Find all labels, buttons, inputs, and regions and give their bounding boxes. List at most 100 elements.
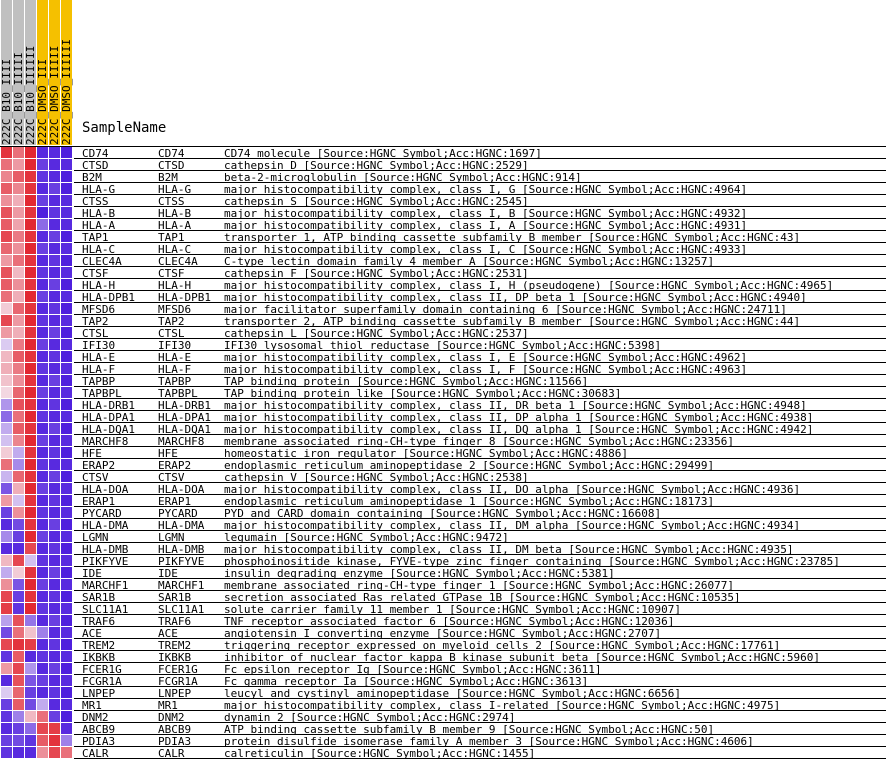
table-row: IFI30 IFI30 IFI30 lysosomal thiol reductas…: [0, 340, 886, 351]
gene-symbol: ERAP1: [158, 495, 192, 508]
heatmap-cell: [25, 363, 36, 374]
heatmap-cell: [37, 279, 48, 290]
table-row: HLA-DOA HLA-DOA major histocompatibility c…: [0, 484, 886, 495]
gene-description: leucyl and cystinyl aminopeptidase [Sour…: [224, 687, 681, 700]
heatmap-cell: [37, 339, 48, 350]
heatmap-cell: [1, 159, 12, 170]
gene-symbol: HLA-DRB1: [158, 399, 211, 412]
gene-id: SAR1B: [82, 591, 116, 604]
gene-id: ERAP1: [82, 495, 116, 508]
heatmap-cell: [37, 651, 48, 662]
grid-line: [74, 698, 886, 699]
gene-id: HLA-B: [82, 207, 116, 220]
table-row: HLA-C HLA-C major histocompatibility compl…: [0, 244, 886, 255]
gene-id: HLA-A: [82, 219, 116, 232]
heatmap-cell: [37, 471, 48, 482]
table-row: FCGR1A FCGR1A Fc gamma receptor Ia [Source…: [0, 676, 886, 687]
heatmap-cell: [13, 315, 24, 326]
heatmap-cell: [61, 663, 72, 674]
gene-description: transporter 2, ATP binding cassette subf…: [224, 315, 801, 328]
heatmap-cell: [61, 387, 72, 398]
gene-description: major histocompatibility complex, class …: [224, 519, 801, 532]
gene-symbol: IDE: [158, 567, 178, 580]
heatmap-cell: [61, 567, 72, 578]
gene-description: membrane associated ring-CH-type finger …: [224, 579, 734, 592]
grid-line: [74, 590, 886, 591]
heatmap-cell: [1, 339, 12, 350]
table-row: ACE ACE angiotensin I converting enzyme [S…: [0, 628, 886, 639]
gene-id: TREM2: [82, 639, 116, 652]
table-row: HLA-DRB1 HLA-DRB1 major histocompatibility…: [0, 400, 886, 411]
heatmap-cell: [25, 327, 36, 338]
heatmap-cell: [1, 423, 12, 434]
gene-description: Fc gamma receptor Ia [Source:HGNC Symbol…: [224, 675, 589, 688]
gene-id: CLEC4A: [82, 255, 122, 268]
heatmap-cell: [13, 675, 24, 686]
heatmap-cell: [61, 399, 72, 410]
heatmap-cell: [25, 243, 36, 254]
heatmap-cell: [49, 675, 60, 686]
gene-description: major histocompatibility complex, class …: [224, 183, 748, 196]
heatmap-cell: [37, 231, 48, 242]
grid-line: [74, 554, 886, 555]
heatmap-cell: [25, 519, 36, 530]
heatmap-cell: [1, 411, 12, 422]
heatmap-cell: [49, 603, 60, 614]
heatmap-cell: [13, 567, 24, 578]
gene-id: PDIA3: [82, 735, 116, 748]
heatmap-cell: [61, 207, 72, 218]
gene-symbol: HLA-DPB1: [158, 291, 211, 304]
heatmap-cell: [25, 351, 36, 362]
gene-symbol: SAR1B: [158, 591, 192, 604]
table-row: HLA-H HLA-H major histocompatibility compl…: [0, 280, 886, 291]
heatmap-cell: [61, 243, 72, 254]
heatmap-cell: [13, 543, 24, 554]
heatmap-cell: [1, 435, 12, 446]
heatmap-cell: [49, 291, 60, 302]
heatmap-cell: [13, 207, 24, 218]
heatmap-cell: [13, 699, 24, 710]
gene-id: IKBKB: [82, 651, 116, 664]
gene-id: LNPEP: [82, 687, 116, 700]
gene-id: FCGR1A: [82, 675, 122, 688]
heatmap-cell: [49, 183, 60, 194]
gene-id: CTSV: [82, 471, 109, 484]
column-header: 222C_B10_IIIIII: [24, 0, 37, 145]
heatmap-cell: [49, 663, 60, 674]
gene-description: dynamin 2 [Source:HGNC Symbol;Acc:HGNC:2…: [224, 711, 516, 724]
heatmap-cell: [1, 327, 12, 338]
heatmap-cell: [25, 555, 36, 566]
heatmap-cell: [61, 255, 72, 266]
heatmap-cell: [25, 231, 36, 242]
heatmap-cell: [49, 243, 60, 254]
table-row: IKBKB IKBKB inhibitor of nuclear factor ka…: [0, 652, 886, 663]
heatmap-cell: [13, 195, 24, 206]
heatmap-cell: [49, 495, 60, 506]
gene-description: cathepsin S [Source:HGNC Symbol;Acc:HGNC…: [224, 195, 529, 208]
column-label: 222C_DMSO_III: [36, 58, 49, 145]
table-row: HLA-F HLA-F major histocompatibility compl…: [0, 364, 886, 375]
gene-id: ERAP2: [82, 459, 116, 472]
grid-line: [74, 638, 886, 639]
heatmap-cell: [1, 747, 12, 758]
grid-line: [74, 182, 886, 183]
heatmap-cell: [1, 555, 12, 566]
heatmap-cell: [61, 627, 72, 638]
grid-line: [74, 758, 886, 759]
gene-symbol: HLA-H: [158, 279, 192, 292]
heatmap-cell: [25, 711, 36, 722]
gene-description: legumain [Source:HGNC Symbol;Acc:HGNC:94…: [224, 531, 509, 544]
heatmap-cell: [1, 195, 12, 206]
table-row: CTSD CTSD cathepsin D [Source:HGNC Symbol;…: [0, 160, 886, 171]
heatmap-cell: [13, 663, 24, 674]
heatmap-cell: [25, 615, 36, 626]
heatmap-cell: [1, 231, 12, 242]
heatmap-cell: [37, 243, 48, 254]
heatmap-cell: [13, 591, 24, 602]
heatmap-cell: [25, 651, 36, 662]
heatmap-cell: [61, 447, 72, 458]
heatmap-cell: [49, 507, 60, 518]
heatmap-cell: [25, 399, 36, 410]
gene-id: MARCHF1: [82, 579, 129, 592]
heatmap-cell: [61, 603, 72, 614]
